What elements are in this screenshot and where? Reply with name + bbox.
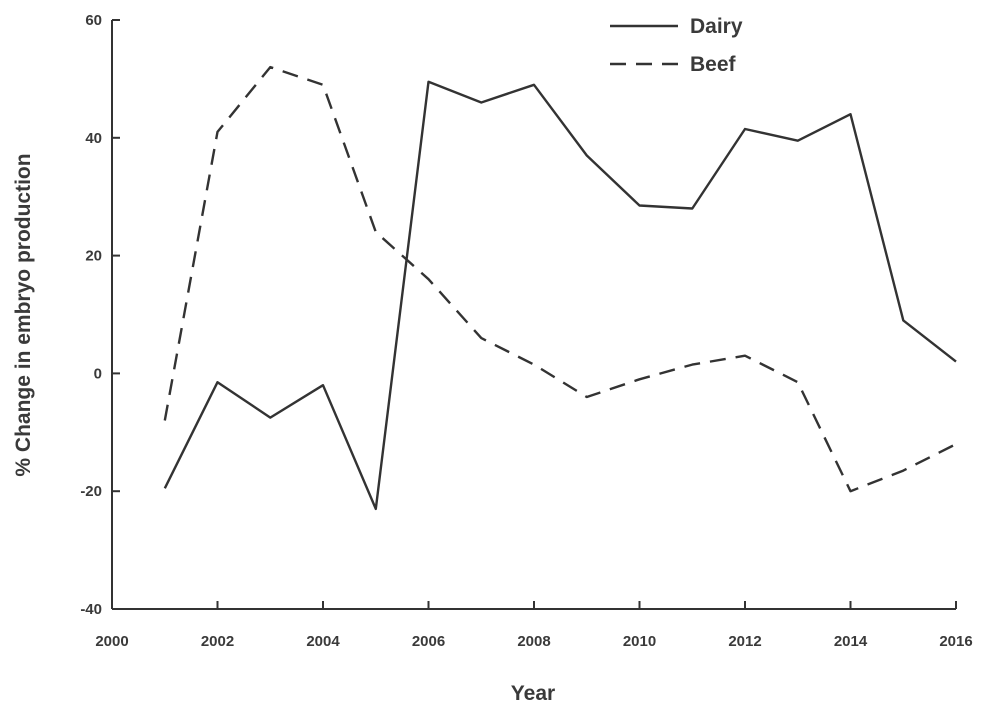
x-tick-label: 2008 [517,633,550,650]
legend-item-beef: Beef [610,53,737,76]
y-tick-label: 60 [85,12,102,29]
y-tick-label: 20 [85,248,102,265]
y-tick-label: -40 [80,601,102,618]
y-axis-label: % Change in embryo production [12,153,35,476]
x-tick-label: 2010 [623,633,656,650]
x-tick-label: 2006 [412,633,445,650]
x-axis-ticks: 2000 2002 2004 2006 2008 2010 2012 2014 2016 [95,601,973,650]
y-tick-label: -20 [80,483,102,500]
x-tick-label: 2002 [201,633,234,650]
x-tick-label: 2014 [834,633,868,650]
legend-label-beef: Beef [690,53,737,76]
x-tick-label: 2016 [939,633,972,650]
y-tick-label: 0 [94,365,102,382]
x-tick-label: 2000 [95,633,128,650]
series-group [163,65,957,511]
legend-item-dairy: Dairy [610,15,743,38]
legend: Dairy Beef [610,15,743,76]
legend-label-dairy: Dairy [690,15,743,38]
y-axis-ticks: -40 -20 0 20 40 60 [80,12,120,618]
x-tick-label: 2004 [306,633,340,650]
x-tick-label: 2012 [728,633,761,650]
y-tick-label: 40 [85,130,102,147]
x-axis-label: Year [511,682,555,705]
series-line-beef [163,65,957,493]
series-line-dairy [163,80,957,511]
